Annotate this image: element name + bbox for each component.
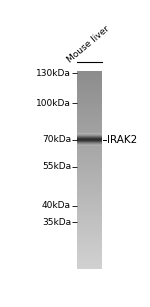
Text: Mouse liver: Mouse liver xyxy=(65,24,111,64)
Text: 100kDa: 100kDa xyxy=(36,99,71,107)
Text: 35kDa: 35kDa xyxy=(42,218,71,227)
Text: 70kDa: 70kDa xyxy=(42,135,71,144)
Text: 40kDa: 40kDa xyxy=(42,201,71,210)
Text: 55kDa: 55kDa xyxy=(42,162,71,171)
Text: 130kDa: 130kDa xyxy=(36,69,71,78)
Text: IRAK2: IRAK2 xyxy=(106,135,137,145)
